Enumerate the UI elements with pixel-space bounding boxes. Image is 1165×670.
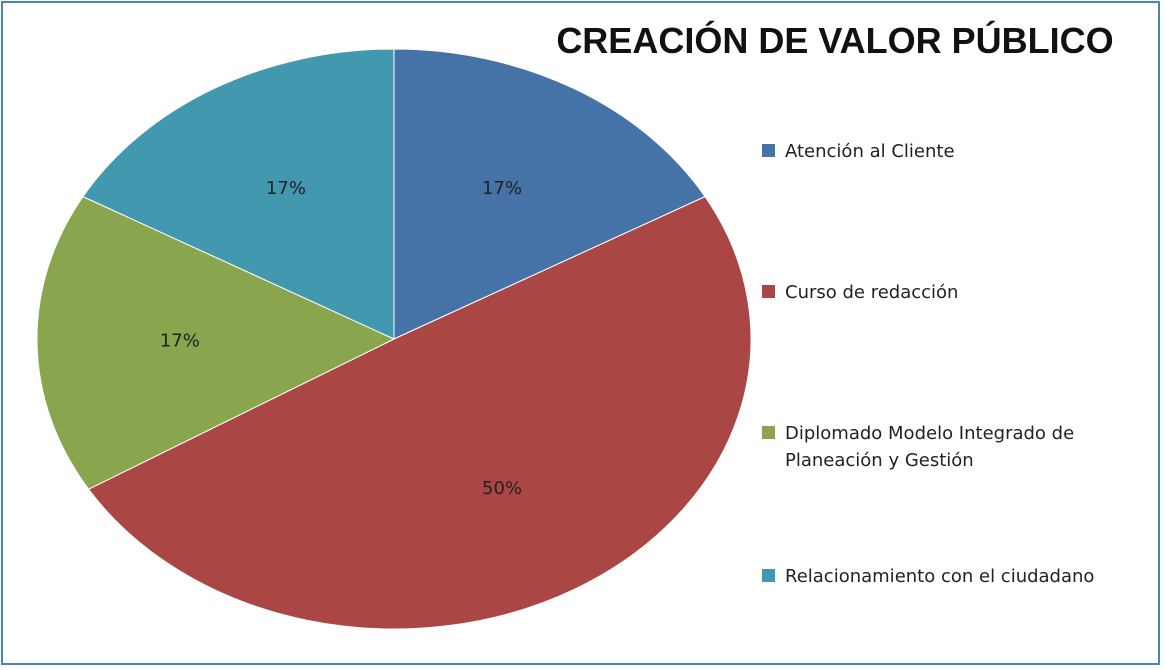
chart-title: CREACIÓN DE VALOR PÚBLICO <box>556 20 1114 61</box>
pie-slice <box>36 195 396 490</box>
legend-swatch <box>762 569 775 582</box>
pie-slice <box>393 48 706 340</box>
legend-item: Curso de redacción <box>762 279 1147 306</box>
data-label: 17% <box>160 331 200 352</box>
legend-label: Diplomado Modelo Integrado de Planeación… <box>785 423 1075 471</box>
legend-item: Diplomado Modelo Integrado de Planeación… <box>762 420 1147 474</box>
legend-label: Atención al Cliente <box>785 141 955 162</box>
data-label: 17% <box>482 178 522 199</box>
legend-item: Relacionamiento con el ciudadano <box>762 563 1147 590</box>
pie-slice <box>82 48 395 340</box>
data-label: 17% <box>266 178 306 199</box>
legend-item: Atención al Cliente <box>762 138 1147 165</box>
legend-swatch <box>762 144 775 157</box>
legend-label: Curso de redacción <box>785 282 959 303</box>
legend-swatch <box>762 426 775 439</box>
legend-label: Relacionamiento con el ciudadano <box>785 566 1095 587</box>
data-label: 50% <box>482 478 522 499</box>
legend-swatch <box>762 285 775 298</box>
pie-slice <box>87 195 752 630</box>
